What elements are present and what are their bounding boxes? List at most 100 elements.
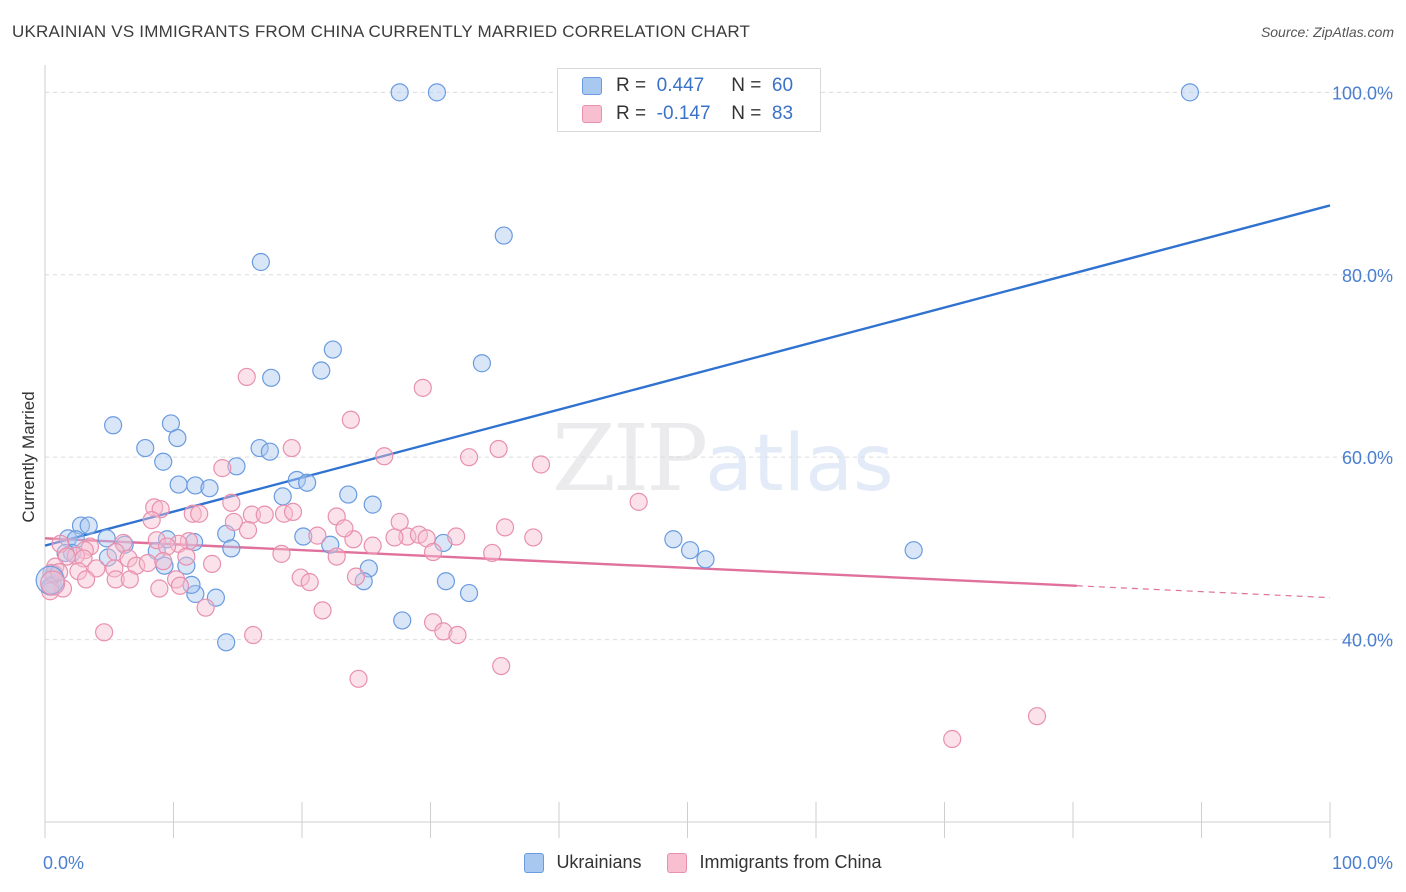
- point-china: [1027, 707, 1047, 726]
- point-ukrainians: [136, 438, 155, 458]
- point-china: [413, 378, 432, 397]
- watermark: ZIPatlas: [552, 405, 894, 512]
- point-china: [142, 511, 161, 530]
- legend-label-china: Immigrants from China: [699, 852, 882, 872]
- point-ukrainians: [664, 530, 683, 549]
- point-china: [95, 623, 114, 642]
- point-ukrainians: [154, 452, 173, 471]
- point-ukrainians: [169, 475, 188, 494]
- point-ukrainians: [696, 550, 715, 569]
- chart-title: UKRAINIAN VS IMMIGRANTS FROM CHINA CURRE…: [12, 22, 751, 41]
- y-tick-label: 60.0%: [1342, 448, 1393, 468]
- point-ukrainians: [312, 361, 331, 380]
- point-china: [531, 455, 551, 474]
- point-china: [483, 543, 502, 563]
- point-china: [154, 552, 173, 571]
- trend-line-china: [44, 537, 1077, 587]
- point-china: [434, 622, 453, 641]
- point-ukrainians: [104, 416, 123, 435]
- point-ukrainians: [227, 457, 246, 476]
- point-china: [150, 579, 169, 598]
- trend-lines: [44, 204, 1331, 599]
- point-china: [489, 439, 508, 459]
- point-china: [213, 459, 232, 478]
- point-china: [335, 519, 354, 538]
- point-ukrainians: [177, 556, 196, 575]
- point-china: [398, 527, 417, 546]
- legend-r-label: R =: [616, 103, 647, 124]
- point-ukrainians: [427, 83, 447, 102]
- point-china: [57, 547, 76, 566]
- point-ukrainians: [294, 527, 313, 546]
- point-china: [222, 493, 241, 512]
- point-ukrainians: [680, 541, 700, 560]
- legend-swatch-china: [582, 105, 602, 123]
- legend-item-china: Immigrants from China: [667, 852, 882, 873]
- legend-row-ukrainians: R = 0.447 N = 60: [558, 73, 793, 99]
- point-ukrainians: [287, 470, 306, 490]
- point-ukrainians: [393, 611, 412, 630]
- point-china: [120, 570, 139, 589]
- point-china: [447, 527, 466, 546]
- point-china: [272, 544, 291, 563]
- point-china: [190, 504, 209, 523]
- point-ukrainians: [363, 495, 382, 514]
- point-china: [224, 512, 243, 532]
- point-ukrainians: [251, 252, 270, 272]
- point-china: [492, 656, 511, 676]
- y-tick-label: 80.0%: [1342, 266, 1393, 286]
- trend-line-ukrainians: [44, 204, 1331, 547]
- point-china: [375, 447, 394, 466]
- source-credit: Source: ZipAtlas.com: [1260, 24, 1394, 40]
- axis-labels: 40.0% 60.0% 80.0% 100.0% 0.0% 100.0% Currently…: [19, 83, 1393, 873]
- point-china: [363, 536, 382, 555]
- point-ukrainians: [200, 479, 219, 498]
- point-china: [77, 570, 96, 589]
- point-china: [170, 576, 190, 595]
- x-tick-label-min: 0.0%: [43, 853, 84, 873]
- legend-r-value: 0.447: [656, 75, 705, 96]
- point-china: [196, 598, 215, 617]
- point-china: [423, 613, 443, 632]
- x-tick-label-max: 100.0%: [1332, 853, 1393, 873]
- trend-line-china-extension: [1076, 585, 1331, 599]
- legend-item-ukrainians: Ukrainians: [524, 852, 641, 873]
- legend-row-china: R = -0.147 N = 83: [558, 101, 793, 127]
- point-ukrainians: [390, 83, 409, 102]
- swatch-china: [667, 852, 688, 873]
- point-ukrainians: [494, 226, 513, 245]
- point-china: [327, 547, 346, 566]
- point-ukrainians: [904, 541, 923, 560]
- point-china: [291, 568, 310, 587]
- point-china: [943, 729, 962, 749]
- legend-r-value: -0.147: [656, 103, 711, 124]
- point-china: [179, 531, 199, 551]
- point-china: [524, 528, 543, 547]
- point-china: [448, 625, 467, 645]
- point-china: [313, 601, 332, 620]
- point-ukrainians: [217, 633, 236, 652]
- point-ukrainians: [339, 485, 358, 504]
- point-china: [300, 573, 319, 592]
- point-ukrainians: [273, 487, 292, 506]
- point-ukrainians: [222, 539, 241, 558]
- point-china: [157, 537, 177, 556]
- point-china: [459, 448, 479, 467]
- point-china: [106, 570, 125, 589]
- point-ukrainians: [71, 516, 91, 535]
- point-china: [346, 567, 366, 586]
- point-ukrainians: [168, 428, 187, 448]
- legend: R = 0.447 N = 60 R = -0.147 N = 83: [557, 68, 821, 132]
- point-china: [274, 504, 294, 523]
- point-china: [255, 505, 274, 524]
- point-china: [283, 502, 303, 522]
- legend-label-ukrainians: Ukrainians: [556, 852, 642, 872]
- point-ukrainians: [186, 584, 205, 604]
- point-china: [495, 518, 515, 537]
- point-ukrainians: [436, 572, 456, 591]
- swatch-ukrainians: [524, 852, 545, 873]
- data-points: [35, 83, 1200, 749]
- axes: [44, 65, 1331, 838]
- point-china-large: [40, 570, 66, 596]
- point-china: [138, 553, 157, 573]
